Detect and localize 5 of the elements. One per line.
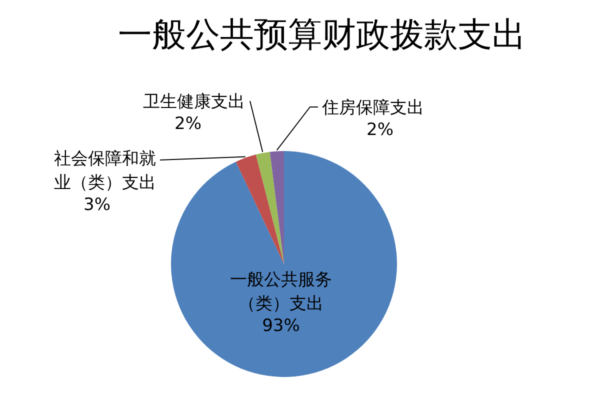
chart-title: 一般公共预算财政拨款支出	[118, 15, 526, 55]
pie-slice	[236, 154, 284, 264]
pie-slice	[270, 151, 284, 264]
pie-slice	[256, 152, 284, 264]
pie-slice	[171, 151, 397, 377]
